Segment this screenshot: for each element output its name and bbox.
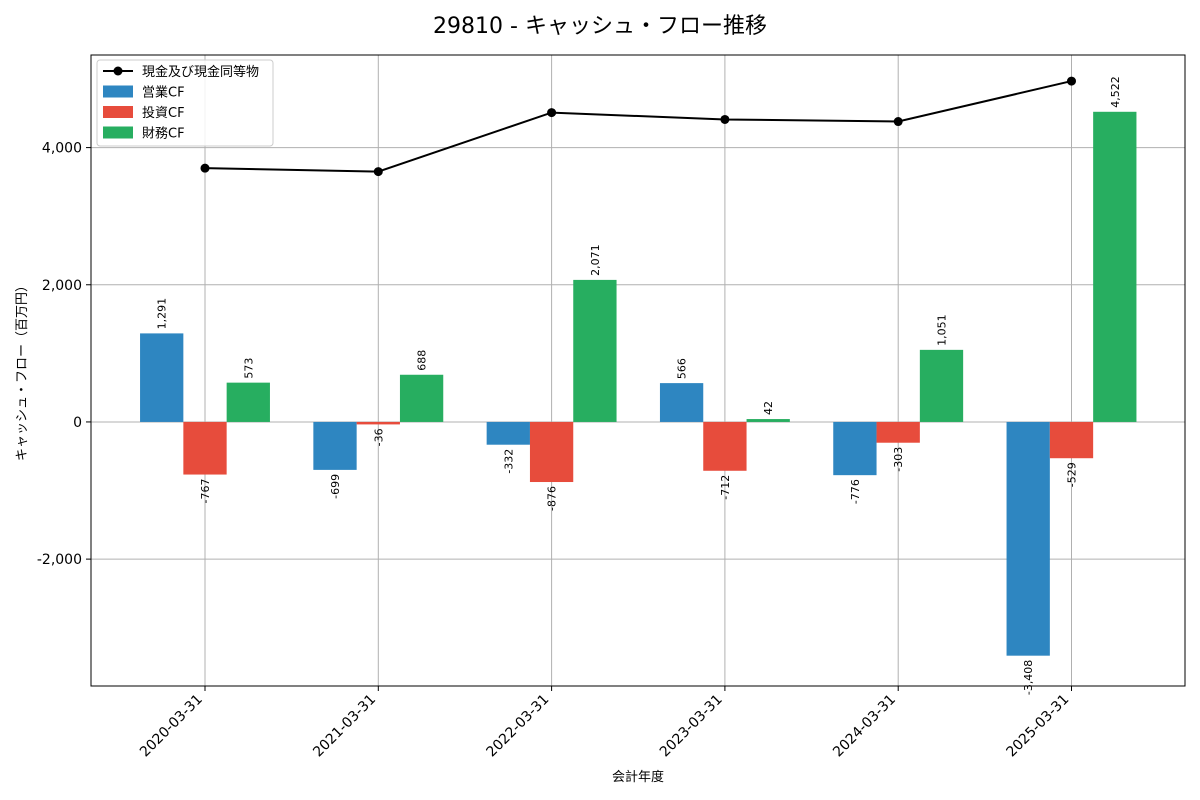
bar-value-label: -303	[892, 447, 905, 472]
x-tick-label: 2025-03-31	[1003, 692, 1072, 761]
plot-frame	[90, 54, 1186, 687]
legend-box	[96, 59, 274, 147]
bar-value-label: -712	[719, 475, 732, 500]
grid-layer	[91, 55, 1185, 686]
bar-1-2022-03-31	[529, 421, 574, 483]
y-tick-label: 2,000	[42, 278, 82, 294]
bar-1-2024-03-31	[876, 421, 920, 443]
bar-value-label: 4,522	[1109, 76, 1122, 108]
bar-value-label: -767	[199, 479, 212, 504]
cash-point	[893, 117, 903, 127]
bar-1-2023-03-31	[703, 421, 747, 471]
x-tick-label: 2023-03-31	[657, 692, 726, 761]
bar-1-2021-03-31	[356, 421, 400, 425]
bar-1-2025-03-31	[1049, 421, 1094, 459]
y-tick-label: -2,000	[37, 552, 82, 568]
x-tick-label: 2021-03-31	[310, 692, 379, 761]
x-tick-label: 2024-03-31	[830, 692, 899, 761]
cash-line	[204, 80, 1072, 173]
bar-2-2025-03-31	[1093, 111, 1137, 422]
x-tick-label: 2020-03-31	[137, 692, 206, 761]
bar-0-2023-03-31	[659, 383, 704, 422]
bar-value-label: -529	[1066, 462, 1079, 487]
bar-value-label: -776	[849, 479, 862, 504]
bar-2-2021-03-31	[399, 374, 444, 422]
bar-2-2024-03-31	[919, 349, 964, 422]
bar-value-label: 2,071	[589, 244, 602, 276]
x-axis-label: 会計年度	[612, 769, 664, 785]
bar-value-label: -876	[546, 486, 559, 511]
y-tick-label: 4,000	[42, 141, 82, 157]
bar-1-2020-03-31	[183, 421, 227, 475]
bar-0-2020-03-31	[140, 333, 184, 422]
bar-0-2021-03-31	[313, 421, 357, 470]
bar-value-label: -36	[372, 428, 385, 446]
bar-value-label: 566	[676, 358, 689, 379]
cash-point	[547, 108, 557, 118]
x-tick-label: 2022-03-31	[484, 692, 553, 761]
bar-2-2020-03-31	[226, 382, 270, 422]
legend-marker-swatch	[113, 66, 123, 76]
legend-label: 投資CF	[142, 105, 185, 121]
bar-0-2024-03-31	[833, 421, 877, 476]
bar-value-label: 1,051	[936, 314, 949, 346]
y-tick-label: 0	[73, 415, 82, 431]
bar-labels-layer: 1,291 -699 -332 566 -776 -3,408 -767 -36 -876 -71…	[156, 76, 1122, 695]
legend-bar-swatch	[103, 85, 133, 98]
chart-title: 29810 - キャッシュ・フロー推移	[433, 14, 767, 39]
bar-value-label: -3,408	[1022, 660, 1035, 695]
bar-0-2025-03-31	[1006, 421, 1050, 656]
bar-value-label: -699	[329, 474, 342, 499]
bar-value-label: 1,291	[156, 298, 169, 330]
legend-label: 現金及び現金同等物	[142, 64, 259, 80]
bar-value-label: 573	[242, 358, 255, 379]
bar-value-label: -332	[502, 449, 515, 474]
legend-bar-swatch	[103, 126, 133, 139]
bar-value-label: 42	[762, 401, 775, 415]
legend-bar-swatch	[103, 106, 133, 118]
legend-label: 営業CF	[142, 85, 185, 101]
bar-0-2022-03-31	[486, 421, 530, 445]
legend-label: 財務CF	[142, 127, 185, 142]
cash-point	[200, 163, 210, 173]
cash-point	[373, 167, 383, 177]
cash-point	[1067, 76, 1076, 86]
bars-layer	[140, 111, 1137, 656]
cash-point	[720, 114, 730, 124]
bar-2-2022-03-31	[573, 279, 617, 422]
cash-line-layer	[200, 76, 1076, 177]
y-axis-label: キャッシュ・フロー（百万円）	[15, 279, 30, 461]
bar-2-2023-03-31	[746, 419, 790, 422]
bar-value-label: 688	[416, 350, 429, 371]
